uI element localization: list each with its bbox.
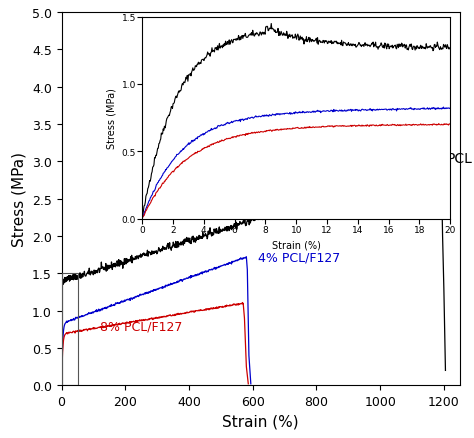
Text: PCL: PCL xyxy=(447,152,473,165)
Text: 8% PCL/F127: 8% PCL/F127 xyxy=(100,319,182,332)
X-axis label: Strain (%): Strain (%) xyxy=(222,413,299,429)
Bar xyxy=(62,274,78,385)
Y-axis label: Stress (MPa): Stress (MPa) xyxy=(106,88,116,148)
Text: 4% PCL/F127: 4% PCL/F127 xyxy=(257,251,340,264)
X-axis label: Strain (%): Strain (%) xyxy=(272,240,321,250)
Y-axis label: Stress (MPa): Stress (MPa) xyxy=(11,152,27,247)
